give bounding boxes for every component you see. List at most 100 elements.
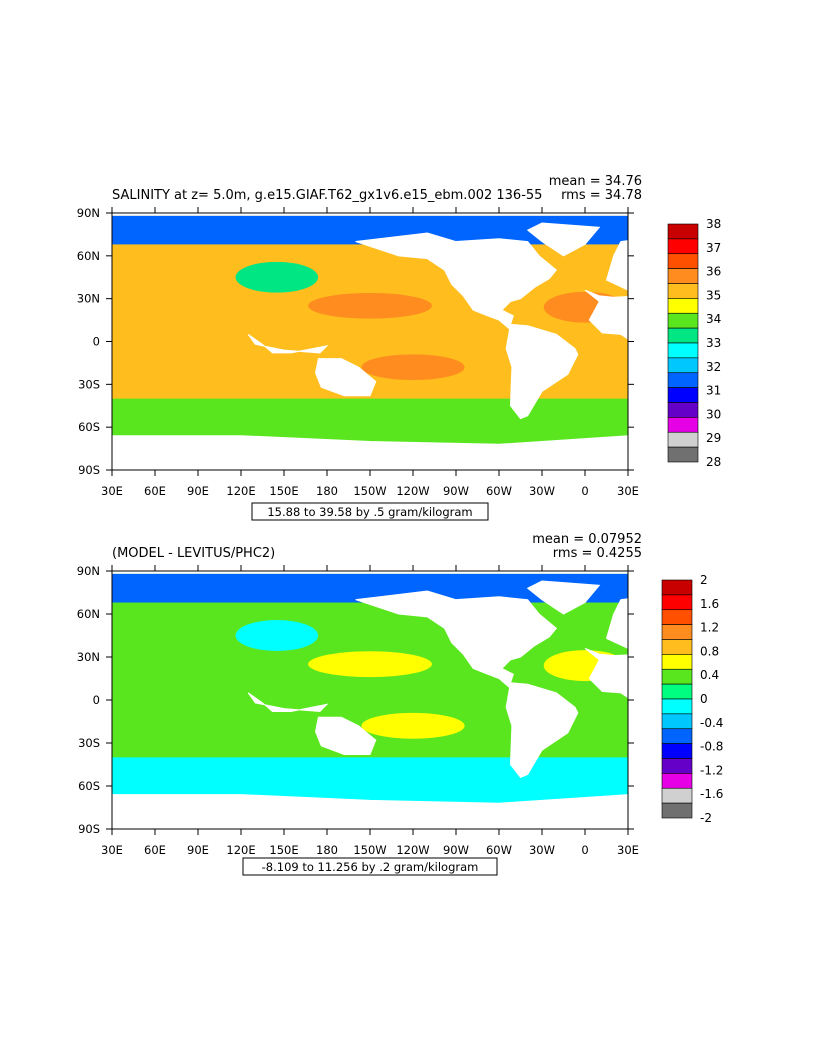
land-mask-6 [247,333,329,354]
x-tick-label: 180 [316,843,338,857]
x-tick-label: 30W [529,484,555,498]
land-mask-6 [247,692,329,712]
land-mask-1 [605,588,818,698]
x-tick-label: 120E [226,484,255,498]
colorbar-swatch [667,283,699,299]
x-tick-label: 60E [144,843,166,857]
land-mask-2 [355,590,558,688]
land-mask-1 [605,230,818,340]
x-tick-label: 60E [144,484,166,498]
stat-rms: rms = 34.78 [561,188,642,203]
colorbar-label: 38 [706,217,721,231]
land-mask-5 [315,716,377,755]
colorbar-swatch [667,342,699,359]
y-tick-label: 90N [77,206,100,220]
colorbar-swatch [667,298,699,314]
colorbar-swatch [661,713,693,730]
stat-mean: mean = 34.76 [549,174,642,189]
colorbar: 38 37 36 35 34 33 32 31 30 29 28 [667,217,721,469]
y-tick-label: 30N [77,292,100,306]
colorbar-swatch [667,372,699,388]
land-mask-5 [315,358,377,397]
map-title: (MODEL - LEVITUS/PHC2) [112,546,275,561]
colorbar-swatch [661,728,693,744]
colorbar-label: -0.8 [700,740,723,754]
x-tick-label: 90W [443,484,469,498]
colorbar-swatch [661,787,693,804]
colorbar-label: 29 [706,431,721,445]
colorbar-label: 36 [706,265,721,279]
colorbar-swatch [661,802,693,819]
colorbar-swatch [661,609,693,625]
map-title: SALINITY at z= 5.0m, g.e15.GIAF.T62_gx1v… [112,188,542,203]
colorbar-label: -1.2 [700,763,723,777]
map-panel-1: 30E 60E 90E 120E 150E 180 150W 120W 90W 60W 30W 0 30… [77,174,818,521]
y-tick-label: 0 [93,693,100,707]
x-tick-label: 150W [353,843,386,857]
colorbar-swatch [661,654,693,670]
x-tick-label: 0 [581,484,588,498]
x-tick-label: 120W [396,843,429,857]
land-mask-3 [526,580,601,615]
colorbar-label: 37 [706,241,721,255]
colorbar-swatch [661,594,693,611]
colorbar-swatch [667,268,699,284]
contour-caption: 15.88 to 39.58 by .5 gram/kilogram [267,505,472,519]
colorbar-swatch [667,446,699,463]
y-tick-label: 90N [77,564,100,578]
north-pacific-low [235,261,319,293]
colorbar-swatch [661,773,693,789]
x-tick-label: 120E [226,843,255,857]
colorbar-label: 34 [706,312,721,326]
colorbar-label: -0.4 [700,716,723,730]
colorbar-swatch [661,743,693,759]
colorbar-swatch [667,253,699,269]
y-tick-label: 90S [78,822,100,836]
contour-caption-box [251,502,489,521]
colorbar-label: -1.6 [700,787,723,801]
x-tick-label: 150E [269,484,298,498]
colorbar-swatch [661,683,693,700]
x-tick-label: 180 [316,484,338,498]
colorbar-label: 31 [706,384,721,398]
colorbar-label: 2 [700,573,708,587]
colorbar-swatch [661,624,693,640]
x-tick-label: 90W [443,843,469,857]
y-tick-label: 30S [78,377,100,391]
map-panel-2: 30E 60E 90E 120E 150E 180 150W 120W 90W 60W 30W 0 30… [77,532,818,876]
colorbar-swatch [661,758,693,774]
y-tick-label: 30S [78,736,100,750]
x-tick-label: 120W [396,484,429,498]
colorbar-label: 30 [706,407,721,421]
x-tick-label: 30E [101,484,123,498]
colorbar-swatch [667,327,699,344]
colorbar-swatch [667,387,699,403]
colorbar-swatch [667,402,699,418]
x-tick-label: 90E [187,843,209,857]
colorbar: 2 1.6 1.2 0.8 0.4 0 -0.4 -0.8 -1.2 -1.6 -2 [661,573,723,825]
y-tick-label: 60S [78,420,100,434]
colorbar-label: 32 [706,360,721,374]
land-mask-4 [505,323,579,420]
colorbar-swatch [667,357,699,374]
north-pacific-max [308,651,432,678]
colorbar-swatch [667,238,699,255]
x-tick-label: 30E [617,843,639,857]
x-tick-label: 30W [529,843,555,857]
contour-caption-box [242,857,498,876]
land-mask-2 [355,232,558,330]
colorbar-label: 1.6 [700,597,719,611]
south-pacific-max [361,712,465,739]
colorbar-swatch [667,417,699,433]
colorbar-label: 35 [706,288,721,302]
colorbar-swatch [667,431,699,448]
x-tick-label: 150W [353,484,386,498]
stat-mean: mean = 0.07952 [532,532,642,547]
colorbar-label: 33 [706,336,721,350]
north-pacific-max [308,292,432,319]
land-mask-4 [505,682,579,779]
x-tick-label: 0 [581,843,588,857]
colorbar-label: 28 [706,455,721,469]
colorbar-swatch [661,698,693,715]
